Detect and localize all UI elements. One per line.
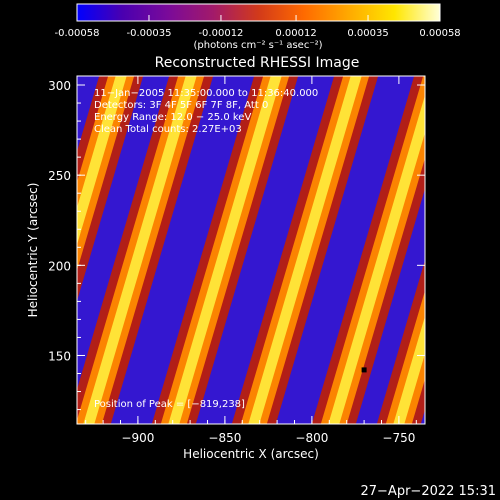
y-tick-label: 150	[48, 349, 71, 363]
fringe-band	[168, 76, 282, 424]
fringe-band	[77, 76, 127, 245]
fringe-band	[269, 76, 421, 424]
fringe-band	[393, 316, 425, 424]
fringe-band	[445, 46, 500, 454]
colorbar-tick-label: 0.00012	[275, 28, 316, 39]
colorbar-tick-label: -0.00012	[198, 28, 243, 39]
fringe-band	[189, 76, 341, 424]
y-tick-label: 300	[48, 79, 71, 93]
x-tick-label: −800	[295, 431, 328, 445]
x-axis-label: Heliocentric X (arcsec)	[183, 447, 319, 461]
colorbar-tick-label: 0.00035	[347, 28, 388, 39]
colorbar-ticks: -0.00058 -0.00035 -0.00012 0.00012 0.00035 0.…	[55, 15, 461, 39]
y-axis: 150 200 250 300	[48, 79, 425, 411]
fringe-band	[109, 76, 261, 424]
fringe-band	[437, 46, 500, 454]
annotation-detectors: Detectors: 3F 4F 5F 6F 7F 8F, Att 0	[94, 100, 268, 111]
colorbar: -0.00058 -0.00035 -0.00012 0.00012 0.00035 0.…	[55, 3, 461, 51]
x-axis: −900 −850 −800 −750	[85, 76, 417, 445]
x-tick-label: −750	[382, 431, 415, 445]
colorbar-unit-label: (photons cm⁻² s⁻¹ asec⁻²)	[193, 40, 322, 51]
fringe-band	[311, 76, 425, 424]
annotation-energy-range: Energy Range: 12.0 − 25.0 keV	[94, 112, 251, 123]
fringe-band	[83, 76, 197, 424]
annotation-time-range: 11−Jan−2005 11:35:00.000 to 11:36:40.000	[94, 88, 318, 99]
chart-title: Reconstructed RHESSI Image	[155, 55, 360, 71]
annotation-peak-position: Position of Peak = [−819,238]	[94, 399, 245, 410]
fringe-band	[428, 46, 500, 454]
plot-frame	[76, 75, 426, 425]
y-tick-label: 200	[48, 259, 71, 273]
colorbar-tick-label: -0.00058	[55, 28, 100, 39]
x-tick-label: −850	[208, 431, 241, 445]
y-tick-label: 250	[48, 169, 71, 183]
colorbar-gradient	[76, 3, 441, 22]
colorbar-tick-label: 0.00058	[419, 28, 460, 39]
colorbar-tick-label: -0.00035	[126, 28, 171, 39]
fringe-band	[320, 76, 425, 424]
x-tick-label: −900	[121, 431, 154, 445]
annotation-clean-counts: Clean Total counts: 2.27E+03	[94, 124, 242, 135]
fringe-band	[328, 95, 425, 424]
annotations: 11−Jan−2005 11:35:00.000 to 11:36:40.000…	[94, 88, 318, 410]
fringe-band	[77, 76, 135, 271]
fringe-band	[385, 290, 425, 424]
heatmap	[77, 46, 500, 454]
fringe-band	[248, 76, 362, 424]
peak-marker	[361, 367, 367, 373]
footer-timestamp: 27−Apr−2022 15:31	[361, 484, 497, 499]
y-axis-label: Heliocentric Y (arcsec)	[26, 183, 40, 318]
